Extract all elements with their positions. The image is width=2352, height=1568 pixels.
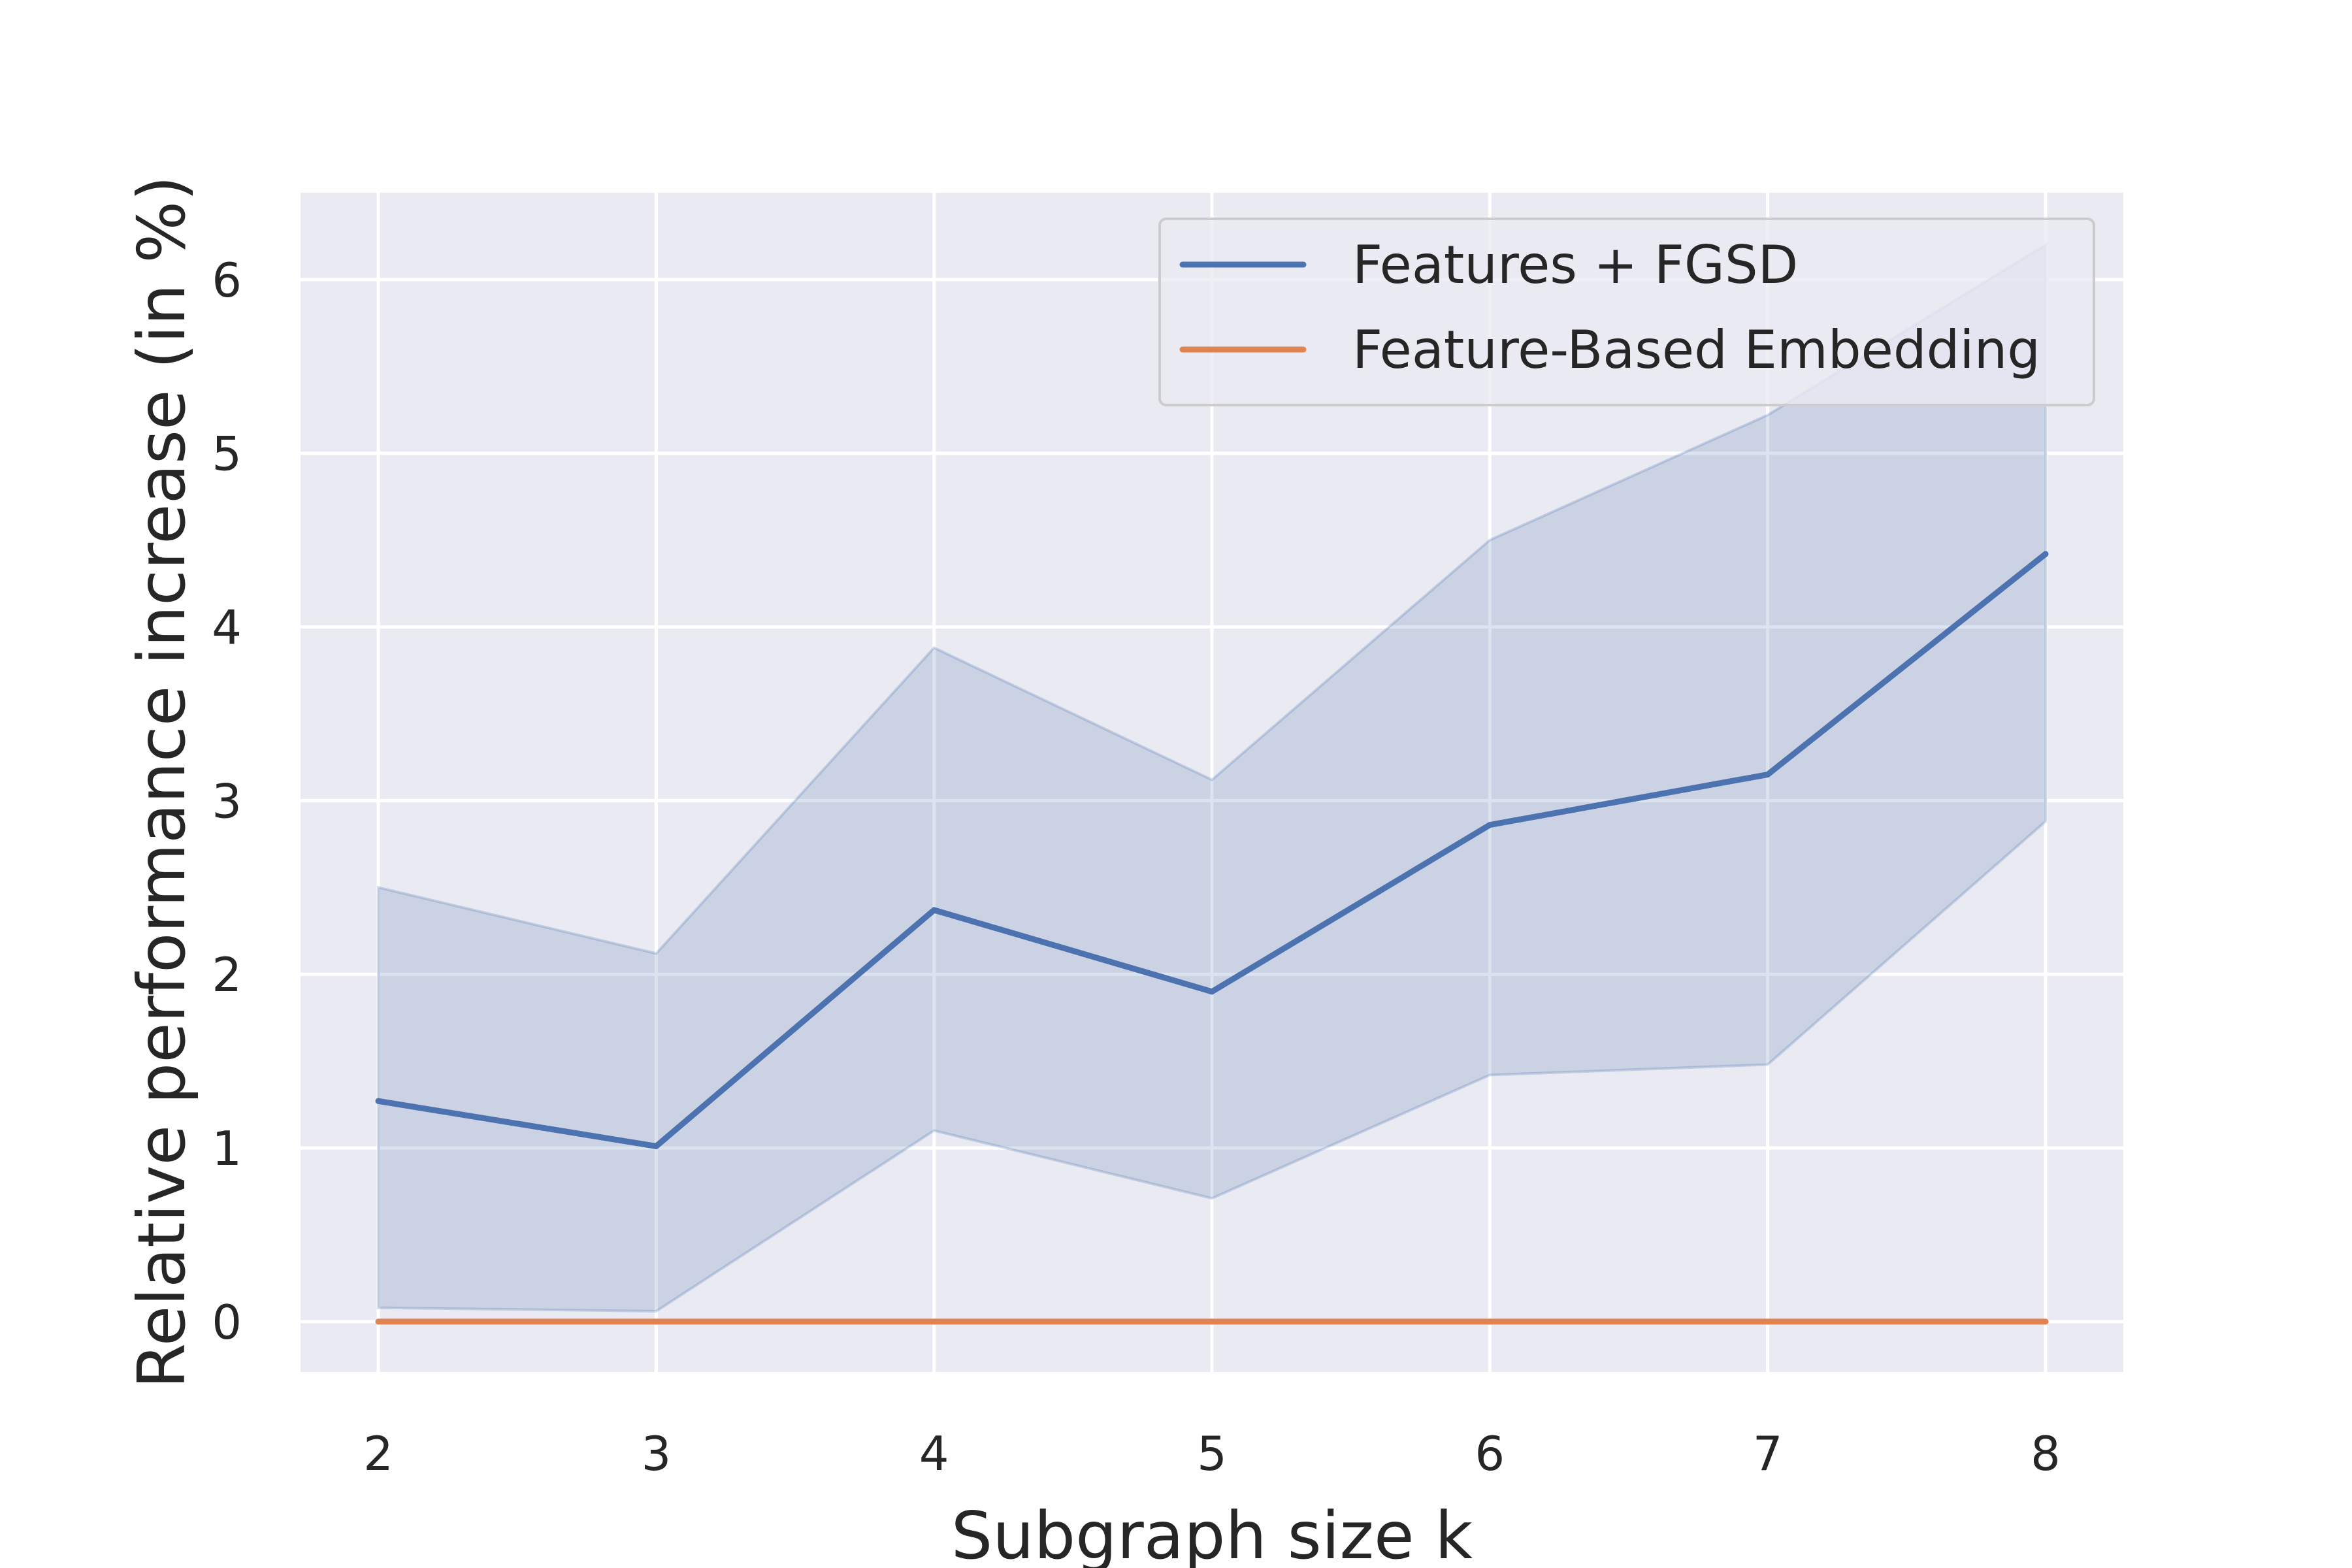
- confidence-bands: [377, 242, 2047, 1313]
- legend: Features + FGSD Feature-Based Embedding: [1158, 218, 2095, 406]
- legend-label-features-fgsd: Features + FGSD: [1352, 235, 1798, 295]
- y-tick-label: 5: [212, 427, 242, 482]
- confidence-band-0: [377, 242, 2047, 1313]
- x-tick-label: 4: [919, 1426, 949, 1481]
- data-points: [375, 551, 2049, 1325]
- x-tick-labels: 2 3 4 5 6 7 8: [363, 1426, 2061, 1481]
- y-tick-label: 6: [212, 253, 242, 308]
- y-tick-labels: 0 1 2 3 4 5 6: [212, 253, 242, 1350]
- data-point: [1765, 772, 1771, 778]
- data-point: [653, 1143, 659, 1149]
- data-point: [653, 1318, 659, 1325]
- data-point: [931, 907, 938, 913]
- y-tick-label: 0: [212, 1295, 242, 1350]
- data-point: [1765, 1318, 1771, 1325]
- legend-label-feature-based-embedding: Feature-Based Embedding: [1352, 319, 2040, 380]
- data-point: [2042, 1318, 2049, 1325]
- y-tick-label: 4: [212, 600, 242, 655]
- data-point: [1209, 988, 1215, 995]
- legend-box: [1158, 218, 2095, 406]
- y-tick-label: 1: [212, 1121, 242, 1176]
- data-point: [1209, 1318, 1215, 1325]
- data-point: [2042, 551, 2049, 557]
- y-tick-label: 3: [212, 774, 242, 828]
- data-point: [375, 1318, 382, 1325]
- y-axis-label: Relative performance increase (in %): [123, 176, 200, 1389]
- data-point: [375, 1098, 382, 1104]
- x-tick-label: 8: [2031, 1426, 2061, 1481]
- x-tick-label: 3: [641, 1426, 671, 1481]
- data-point: [931, 1318, 938, 1325]
- x-tick-label: 2: [363, 1426, 393, 1481]
- data-point: [1486, 822, 1493, 828]
- x-tick-label: 6: [1475, 1426, 1505, 1481]
- x-tick-label: 5: [1197, 1426, 1227, 1481]
- x-tick-label: 7: [1753, 1426, 1783, 1481]
- data-point: [1486, 1318, 1493, 1325]
- y-tick-label: 2: [212, 947, 242, 1002]
- x-axis-label: Subgraph size k: [951, 1497, 1473, 1568]
